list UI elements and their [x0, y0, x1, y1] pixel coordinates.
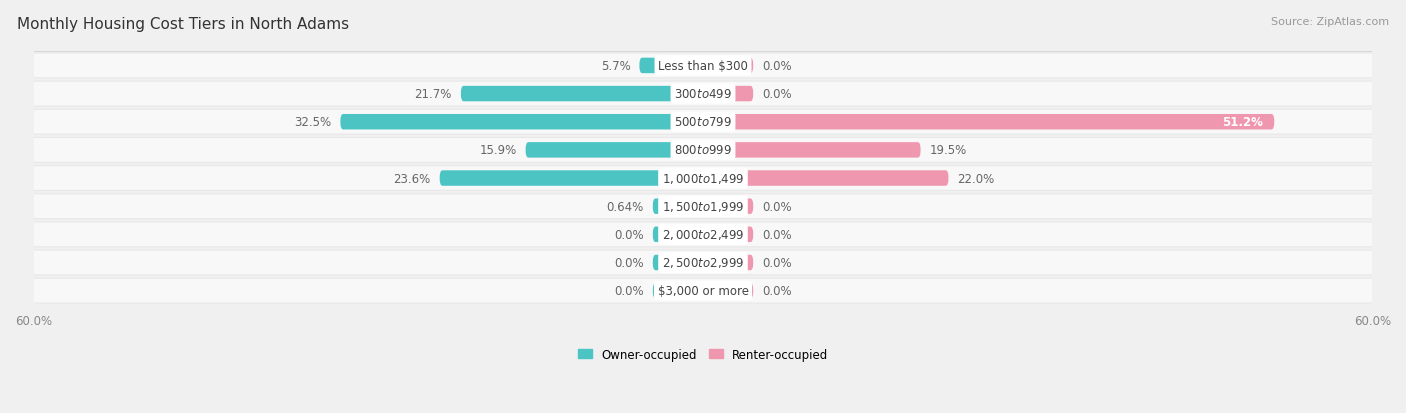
- FancyBboxPatch shape: [440, 171, 703, 186]
- FancyBboxPatch shape: [652, 283, 703, 299]
- Text: 0.0%: 0.0%: [762, 228, 792, 241]
- Text: 15.9%: 15.9%: [479, 144, 516, 157]
- Text: 23.6%: 23.6%: [394, 172, 430, 185]
- FancyBboxPatch shape: [30, 251, 1376, 275]
- FancyBboxPatch shape: [28, 278, 1378, 304]
- Text: 0.0%: 0.0%: [762, 285, 792, 297]
- FancyBboxPatch shape: [703, 143, 921, 158]
- Text: 51.2%: 51.2%: [1222, 116, 1263, 129]
- Text: $300 to $499: $300 to $499: [673, 88, 733, 101]
- Text: 0.0%: 0.0%: [614, 256, 644, 269]
- FancyBboxPatch shape: [30, 195, 1376, 218]
- FancyBboxPatch shape: [652, 199, 703, 214]
- Text: 0.0%: 0.0%: [614, 228, 644, 241]
- FancyBboxPatch shape: [526, 143, 703, 158]
- Text: 0.64%: 0.64%: [606, 200, 644, 213]
- FancyBboxPatch shape: [461, 87, 703, 102]
- FancyBboxPatch shape: [28, 250, 1378, 276]
- Text: 0.0%: 0.0%: [762, 200, 792, 213]
- FancyBboxPatch shape: [28, 138, 1378, 164]
- FancyBboxPatch shape: [28, 166, 1378, 192]
- FancyBboxPatch shape: [703, 115, 1274, 130]
- Text: 19.5%: 19.5%: [929, 144, 967, 157]
- FancyBboxPatch shape: [30, 223, 1376, 247]
- Text: $500 to $799: $500 to $799: [673, 116, 733, 129]
- FancyBboxPatch shape: [703, 199, 754, 214]
- Text: Monthly Housing Cost Tiers in North Adams: Monthly Housing Cost Tiers in North Adam…: [17, 17, 349, 31]
- Text: Source: ZipAtlas.com: Source: ZipAtlas.com: [1271, 17, 1389, 26]
- FancyBboxPatch shape: [703, 283, 754, 299]
- FancyBboxPatch shape: [30, 83, 1376, 106]
- Text: $3,000 or more: $3,000 or more: [658, 285, 748, 297]
- Text: 0.0%: 0.0%: [762, 88, 792, 101]
- Text: $1,000 to $1,499: $1,000 to $1,499: [662, 172, 744, 185]
- FancyBboxPatch shape: [28, 194, 1378, 220]
- FancyBboxPatch shape: [703, 227, 754, 242]
- FancyBboxPatch shape: [703, 255, 754, 271]
- Text: $2,000 to $2,499: $2,000 to $2,499: [662, 228, 744, 242]
- Text: 22.0%: 22.0%: [957, 172, 994, 185]
- FancyBboxPatch shape: [28, 222, 1378, 248]
- Text: 0.0%: 0.0%: [614, 285, 644, 297]
- Text: 0.0%: 0.0%: [762, 60, 792, 73]
- FancyBboxPatch shape: [28, 109, 1378, 135]
- FancyBboxPatch shape: [30, 111, 1376, 134]
- Text: 32.5%: 32.5%: [294, 116, 332, 129]
- FancyBboxPatch shape: [28, 81, 1378, 107]
- FancyBboxPatch shape: [703, 87, 754, 102]
- Text: Less than $300: Less than $300: [658, 60, 748, 73]
- FancyBboxPatch shape: [703, 59, 754, 74]
- Text: $1,500 to $1,999: $1,500 to $1,999: [662, 200, 744, 214]
- FancyBboxPatch shape: [30, 139, 1376, 162]
- FancyBboxPatch shape: [652, 255, 703, 271]
- FancyBboxPatch shape: [30, 167, 1376, 190]
- Text: $2,500 to $2,999: $2,500 to $2,999: [662, 256, 744, 270]
- FancyBboxPatch shape: [340, 115, 703, 130]
- FancyBboxPatch shape: [28, 53, 1378, 79]
- Text: 21.7%: 21.7%: [415, 88, 451, 101]
- FancyBboxPatch shape: [30, 55, 1376, 78]
- Text: 0.0%: 0.0%: [762, 256, 792, 269]
- FancyBboxPatch shape: [640, 59, 703, 74]
- Legend: Owner-occupied, Renter-occupied: Owner-occupied, Renter-occupied: [578, 348, 828, 361]
- FancyBboxPatch shape: [652, 227, 703, 242]
- Text: 5.7%: 5.7%: [600, 60, 630, 73]
- Text: $800 to $999: $800 to $999: [673, 144, 733, 157]
- FancyBboxPatch shape: [703, 171, 949, 186]
- FancyBboxPatch shape: [30, 279, 1376, 303]
